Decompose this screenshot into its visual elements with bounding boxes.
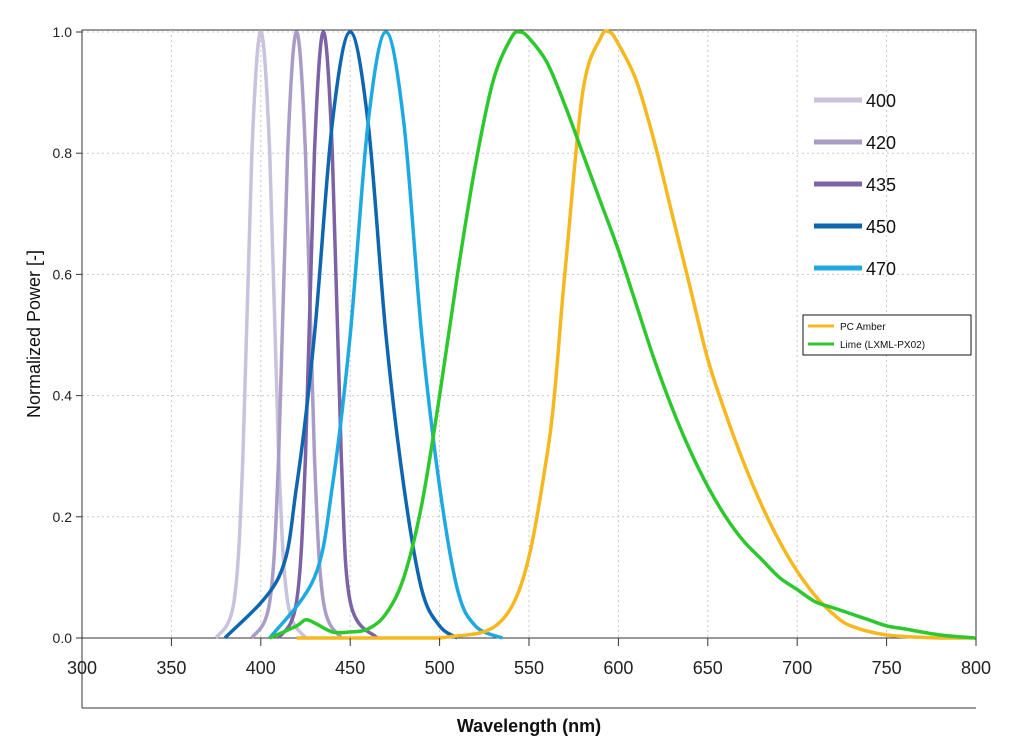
x-tick-label: 300 [67,658,97,678]
x-tick-label: 400 [246,658,276,678]
series-line-450 [223,30,459,640]
y-tick-label: 0.4 [53,388,73,404]
legend-label: 420 [866,133,896,153]
y-ticks: 0.0 0.2 0.4 0.6 0.8 1.0 [53,24,82,646]
x-tick-label: 750 [872,658,902,678]
y-tick-label: 0.2 [53,509,73,525]
legend-label: 450 [866,217,896,237]
y-tick-label: 1.0 [53,24,73,40]
y-tick-label: 0.8 [53,145,73,161]
x-tick-label: 550 [514,658,544,678]
grid [82,30,976,638]
legend-label: Lime (LXML-PX02) [840,340,925,351]
legend-label: PC Amber [840,322,886,333]
y-axis-title: Normalized Power [-] [24,250,44,418]
x-tick-label: 800 [961,658,991,678]
legend-label: 400 [866,91,896,111]
y-tick-label: 0.0 [53,630,73,646]
x-tick-label: 500 [425,658,455,678]
x-tick-label: 650 [693,658,723,678]
x-ticks: 300 350 400 450 500 550 600 650 700 750 800 [67,638,991,678]
series-line-lime-lxml-px02- [269,30,977,640]
x-tick-label: 450 [335,658,365,678]
series-line-435 [277,30,379,640]
legend-label: 470 [866,259,896,279]
series-group [214,29,977,640]
y-tick-label: 0.6 [53,266,73,282]
x-axis-title: Wavelength (nm) [457,716,601,736]
x-tick-label: 700 [782,658,812,678]
series-line-470 [268,30,503,640]
legend-box [802,314,972,356]
legend-boxed: PC Amber Lime (LXML-PX02) [802,314,972,356]
legend-label: 435 [866,175,896,195]
x-tick-label: 600 [603,658,633,678]
legend-wavelengths: 400 420 435 450 470 [814,91,896,279]
series-line-400 [214,30,308,639]
series-line-420 [250,30,343,639]
x-tick-label: 350 [156,658,186,678]
axes [81,30,976,709]
